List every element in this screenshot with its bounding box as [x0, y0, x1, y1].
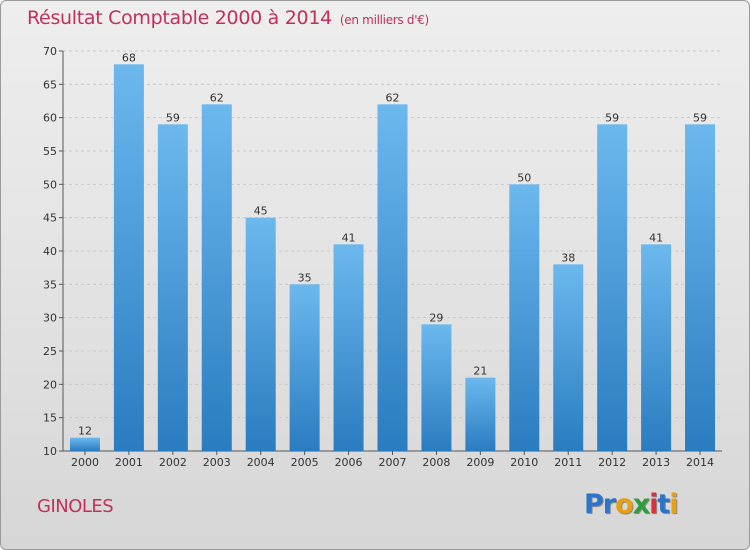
logo-letter: i	[649, 489, 658, 520]
x-tick-label: 2004	[247, 456, 275, 469]
bar-value-label: 41	[342, 231, 356, 244]
y-tick-label: 25	[43, 345, 57, 358]
chart-title: Résultat Comptable 2000 à 2014 (en millie…	[27, 7, 429, 29]
x-tick-label: 2006	[335, 456, 363, 469]
bar	[509, 184, 540, 452]
bar	[333, 244, 364, 451]
logo-letter: t	[657, 489, 670, 520]
y-tick-label: 15	[43, 412, 57, 425]
y-tick-label: 40	[43, 245, 57, 258]
y-tick-label: 30	[43, 312, 57, 325]
bar-value-label: 68	[122, 51, 136, 64]
bar	[113, 64, 144, 452]
x-tick-label: 2008	[422, 456, 450, 469]
bar-value-label: 29	[429, 311, 443, 324]
y-tick-label: 55	[43, 145, 57, 158]
bar-value-label: 12	[78, 425, 92, 438]
bar-value-label: 21	[473, 365, 487, 378]
commune-name: GINOLES	[37, 496, 114, 517]
x-tick-label: 2014	[686, 456, 714, 469]
logo-letter: o	[615, 489, 634, 520]
logo-letter: i	[669, 489, 678, 520]
bar	[685, 124, 716, 451]
bar	[421, 324, 452, 451]
bar	[641, 244, 672, 451]
x-tick-label: 2012	[598, 456, 626, 469]
bar	[553, 264, 584, 451]
chart-unit: (en milliers d'€)	[339, 13, 429, 27]
y-tick-label: 20	[43, 378, 57, 391]
y-tick-label: 60	[43, 112, 57, 125]
x-tick-label: 2007	[379, 456, 407, 469]
proxiti-logo: Proxiti	[584, 489, 679, 520]
x-tick-label: 2000	[71, 456, 99, 469]
x-tick-label: 2009	[466, 456, 494, 469]
bar	[465, 377, 496, 451]
logo-letter: r	[602, 489, 616, 520]
bar	[201, 104, 232, 451]
bar-value-label: 38	[561, 251, 575, 264]
y-tick-label: 45	[43, 212, 57, 225]
bar	[377, 104, 408, 451]
bar-value-label: 41	[649, 231, 663, 244]
x-tick-label: 2001	[115, 456, 143, 469]
y-tick-label: 65	[43, 78, 57, 91]
bar	[157, 124, 188, 451]
x-tick-label: 2005	[291, 456, 319, 469]
bar	[289, 284, 320, 451]
y-tick-label: 70	[43, 45, 57, 58]
x-tick-label: 2003	[203, 456, 231, 469]
bar	[245, 217, 276, 451]
x-tick-label: 2002	[159, 456, 187, 469]
logo-letter: x	[632, 489, 650, 520]
logo-letter: P	[584, 489, 604, 520]
bar-value-label: 59	[693, 111, 707, 124]
bar-value-label: 59	[166, 111, 180, 124]
bar	[69, 437, 100, 451]
x-tick-label: 2010	[510, 456, 538, 469]
bar-value-label: 62	[386, 91, 400, 104]
x-tick-label: 2013	[642, 456, 670, 469]
chart-title-text: Résultat Comptable 2000 à 2014	[27, 7, 332, 29]
bar-value-label: 59	[605, 111, 619, 124]
y-tick-label: 35	[43, 278, 57, 291]
bar-value-label: 35	[298, 271, 312, 284]
bar-value-label: 45	[254, 205, 268, 218]
y-tick-label: 50	[43, 178, 57, 191]
bar	[597, 124, 628, 451]
bar-value-label: 62	[210, 91, 224, 104]
bar-value-label: 50	[517, 171, 531, 184]
x-tick-label: 2011	[554, 456, 582, 469]
y-tick-label: 10	[43, 445, 57, 458]
